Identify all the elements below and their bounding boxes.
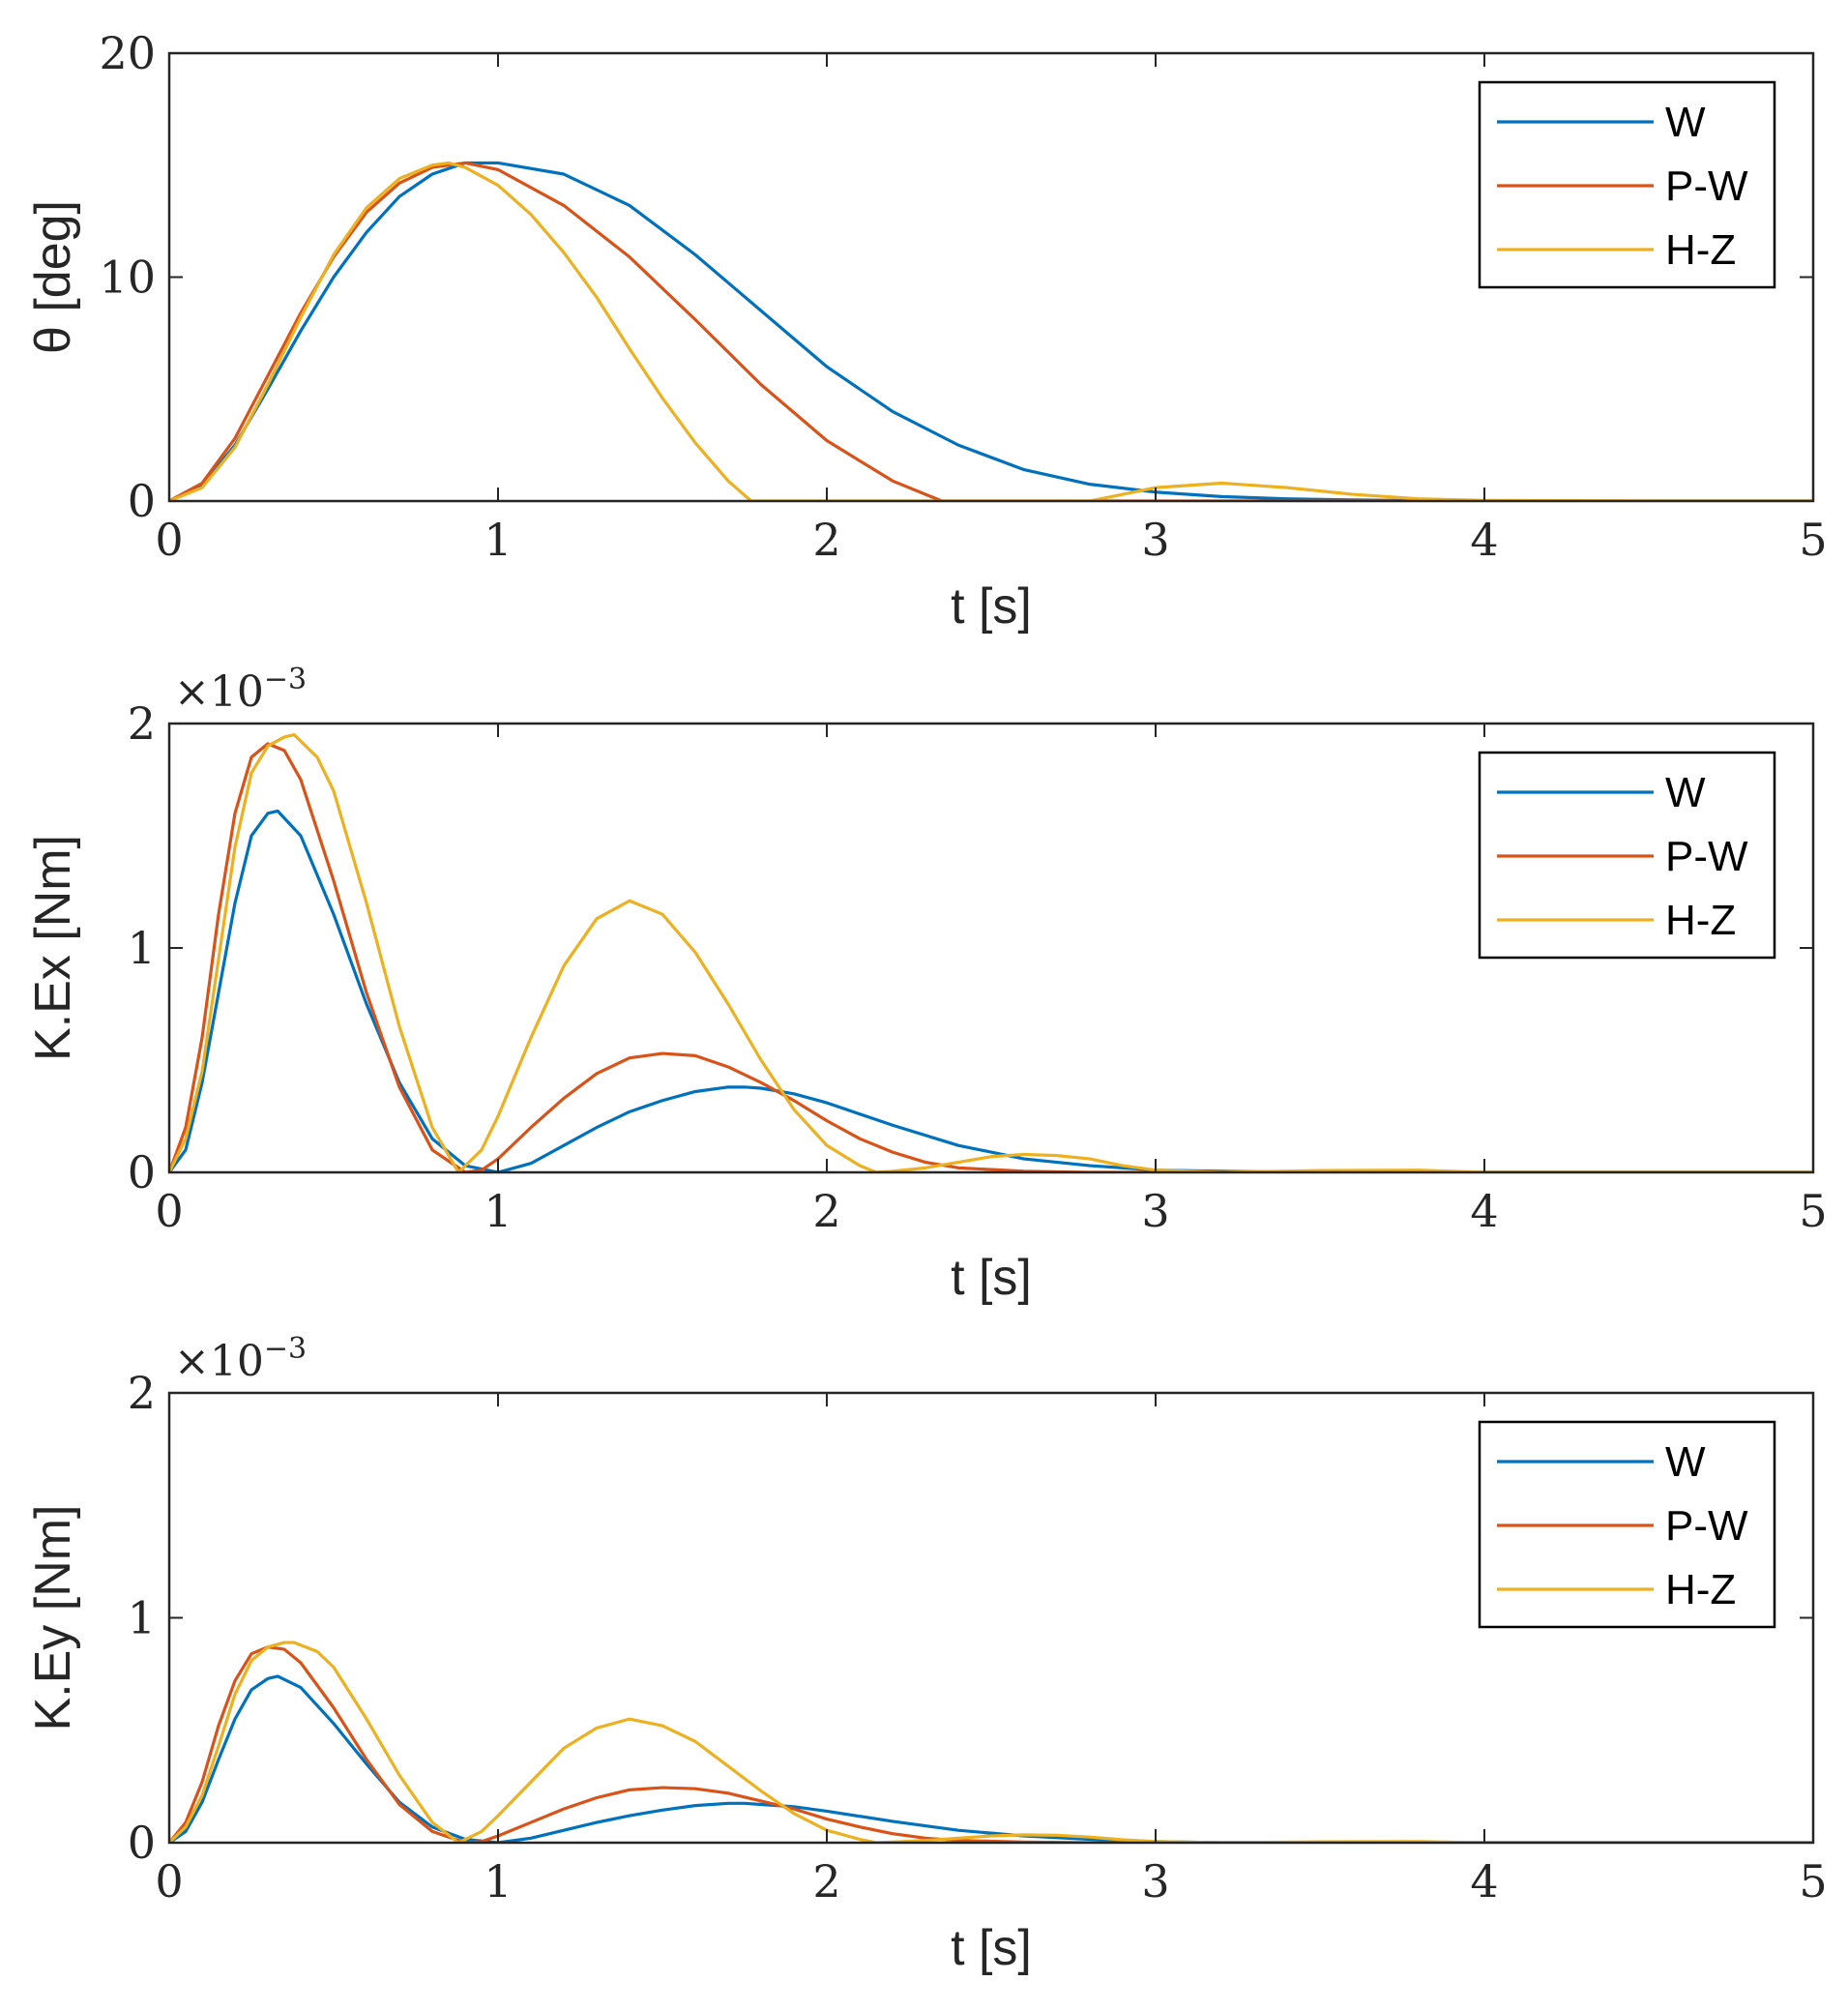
y-tick-label: 20 <box>99 27 156 79</box>
x-tick-label: 0 <box>155 1855 183 1907</box>
series-line-pw <box>169 161 1813 501</box>
series-line-hz <box>169 1641 1813 1843</box>
x-tick-label: 4 <box>1470 514 1498 566</box>
chart-panel-1: 0 1 2 3 4 5 0 10 20 t [s] θ [deg] W P-W H-Z <box>25 27 1828 635</box>
y-tick-label: 2 <box>128 1367 156 1419</box>
x-tick-label: 2 <box>812 514 840 566</box>
series-line-w <box>169 809 1813 1172</box>
legend-label: P-W <box>1665 1502 1748 1550</box>
multiplier-base: ×10 <box>174 1337 264 1386</box>
y-axis-multiplier: ×10−3 <box>174 663 307 717</box>
legend-label: H-Z <box>1665 897 1736 944</box>
x-tick-label: 1 <box>484 1855 512 1907</box>
multiplier-base: ×10 <box>174 667 264 717</box>
x-tick-label: 5 <box>1799 1185 1827 1237</box>
multiplier-exponent: −3 <box>264 1332 307 1366</box>
legend-label: P-W <box>1665 833 1748 880</box>
x-tick-label: 4 <box>1470 1185 1498 1237</box>
y-tick-label: 0 <box>128 1817 156 1869</box>
legend-label: W <box>1665 769 1706 816</box>
x-axis-label: t [s] <box>951 1920 1032 1976</box>
x-tick-label: 3 <box>1141 1185 1169 1237</box>
y-axis-label: θ [deg] <box>25 200 81 354</box>
x-tick-label: 2 <box>812 1855 840 1907</box>
x-axis-label: t [s] <box>951 578 1032 635</box>
x-tick-label: 5 <box>1799 514 1827 566</box>
y-axis-multiplier: ×10−3 <box>174 1332 307 1386</box>
series-line-hz <box>169 733 1813 1172</box>
x-tick-label: 3 <box>1141 514 1169 566</box>
series-line-w <box>169 161 1813 501</box>
y-tick-label: 2 <box>128 697 156 750</box>
y-tick-label: 1 <box>128 922 156 974</box>
legend-label: W <box>1665 99 1706 146</box>
x-tick-label: 1 <box>484 514 512 566</box>
legend-label: W <box>1665 1438 1706 1486</box>
legend-label: H-Z <box>1665 226 1736 274</box>
chart-panel-3: 0 1 2 3 4 5 0 1 2 ×10−3 t [s] K.Ey [Nm] W P-W H-Z <box>25 1332 1828 1976</box>
legend-label: H-Z <box>1665 1566 1736 1613</box>
x-tick-label: 4 <box>1470 1855 1498 1907</box>
x-tick-label: 2 <box>812 1185 840 1237</box>
x-tick-label: 0 <box>155 514 183 566</box>
y-tick-label: 1 <box>128 1592 156 1644</box>
y-tick-label: 10 <box>99 251 156 304</box>
legend: W P-W H-Z <box>1478 80 1776 289</box>
y-tick-label: 0 <box>128 1146 156 1198</box>
legend-label: P-W <box>1665 163 1748 210</box>
series-line-w <box>169 1674 1813 1843</box>
y-axis-label: K.Ex [Nm] <box>25 835 81 1061</box>
x-tick-label: 3 <box>1141 1855 1169 1907</box>
series-line-pw <box>169 742 1813 1172</box>
x-tick-label: 0 <box>155 1185 183 1237</box>
series-line-hz <box>169 161 1813 501</box>
x-axis-label: t [s] <box>951 1250 1032 1306</box>
y-tick-label: 0 <box>128 475 156 527</box>
legend: W P-W H-Z <box>1478 1420 1776 1629</box>
x-tick-label: 5 <box>1799 1855 1827 1907</box>
multiplier-exponent: −3 <box>264 663 307 696</box>
chart-panel-2: 0 1 2 3 4 5 0 1 2 ×10−3 t [s] K.Ex [Nm] W P-W H-Z <box>25 663 1828 1306</box>
x-tick-label: 1 <box>484 1185 512 1237</box>
y-axis-label: K.Ey [Nm] <box>25 1504 81 1730</box>
legend: W P-W H-Z <box>1478 751 1776 960</box>
